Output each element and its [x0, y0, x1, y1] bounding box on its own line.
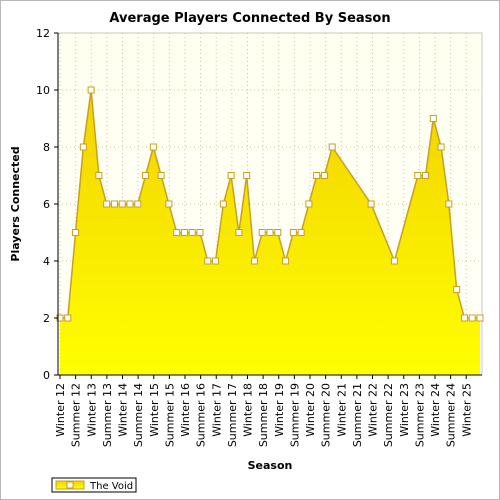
y-tick-label: 2 [43, 312, 50, 325]
data-point-marker [313, 172, 321, 179]
data-point-marker [390, 257, 398, 265]
x-tick-label: Summer 15 [163, 383, 176, 447]
data-point-marker [328, 143, 336, 151]
data-point-marker [149, 143, 157, 151]
chart-title: Average Players Connected By Season [109, 11, 390, 26]
data-point-marker [165, 200, 173, 208]
data-point-marker [227, 172, 235, 179]
data-point-marker [110, 200, 118, 208]
x-tick-label: Winter 17 [210, 383, 223, 437]
data-point-marker [79, 143, 87, 151]
data-point-marker [274, 229, 282, 236]
y-axis-label: Players Connected [9, 146, 22, 261]
data-point-marker [414, 172, 422, 179]
x-tick-label: Summer 13 [101, 383, 114, 447]
x-tick-label: Winter 15 [148, 383, 161, 437]
legend: The Void [51, 477, 137, 493]
x-tick-label: Winter 21 [335, 383, 348, 437]
data-point-marker [87, 86, 95, 94]
data-point-marker [258, 229, 266, 236]
x-tick-label: Summer 17 [226, 383, 239, 447]
x-tick-label: Winter 12 [54, 383, 67, 437]
data-point-marker [64, 314, 72, 322]
data-point-marker [243, 172, 251, 179]
data-point-marker [126, 200, 134, 208]
data-point-marker [282, 257, 290, 265]
x-tick-label: Summer 18 [257, 383, 270, 447]
x-tick-label: Summer 24 [445, 383, 458, 447]
x-tick-label: Summer 20 [320, 383, 333, 447]
data-point-marker [173, 229, 181, 236]
data-point-marker [320, 172, 328, 179]
x-tick-label: Winter 24 [429, 383, 442, 437]
data-point-marker [180, 229, 188, 236]
y-tick-label: 0 [43, 369, 50, 382]
x-tick-label: Winter 13 [85, 383, 98, 437]
data-point-marker [367, 200, 375, 208]
data-point-marker [468, 314, 476, 322]
x-tick-label: Summer 16 [195, 383, 208, 447]
y-axis-ticks: 0 2 4 6 8 10 12 [36, 27, 58, 382]
data-point-marker [72, 229, 80, 236]
x-tick-label: Winter 18 [242, 383, 255, 437]
data-point-marker [250, 257, 258, 265]
data-point-marker [118, 200, 126, 208]
x-tick-label: Winter 19 [273, 383, 286, 437]
data-point-marker [235, 229, 243, 236]
data-point-marker [134, 200, 142, 208]
x-tick-label: Summer 21 [351, 383, 364, 447]
data-point-marker [157, 172, 165, 179]
data-point-marker [422, 172, 430, 179]
legend-marker-icon [66, 481, 74, 489]
data-point-marker [204, 257, 212, 265]
data-point-marker [445, 200, 453, 208]
x-tick-label: Winter 23 [398, 383, 411, 437]
data-point-marker [196, 229, 204, 236]
x-tick-label: Winter 14 [117, 383, 130, 437]
x-tick-label: Winter 16 [179, 383, 192, 437]
y-tick-label: 8 [43, 141, 50, 154]
x-tick-label: Summer 14 [132, 383, 145, 447]
series-markers [56, 86, 484, 322]
x-tick-label: Winter 25 [460, 383, 473, 437]
data-point-marker [476, 314, 484, 322]
data-point-marker [429, 115, 437, 122]
legend-label: The Void [89, 481, 133, 492]
x-tick-label: Summer 23 [413, 383, 426, 447]
data-point-marker [289, 229, 297, 236]
data-point-marker [297, 229, 305, 236]
y-tick-label: 6 [43, 198, 50, 211]
y-tick-label: 10 [36, 84, 50, 97]
data-point-marker [219, 200, 227, 208]
data-point-marker [460, 314, 468, 322]
x-axis-ticks: Winter 12 Summer 12 Winter 13 Summer 13 Wint… [54, 375, 473, 447]
x-tick-label: Winter 20 [304, 383, 317, 437]
data-point-marker [95, 172, 103, 179]
x-tick-label: Summer 12 [70, 383, 83, 447]
x-tick-label: Summer 22 [382, 383, 395, 447]
data-point-marker [266, 229, 274, 236]
data-point-marker [188, 229, 196, 236]
y-tick-label: 4 [43, 255, 50, 268]
data-point-marker [453, 286, 461, 293]
x-axis-label: Season [248, 459, 293, 472]
x-tick-label: Summer 19 [288, 383, 301, 447]
data-point-marker [437, 143, 445, 151]
data-point-marker [142, 172, 150, 179]
data-point-marker [212, 257, 220, 265]
x-tick-label: Winter 22 [367, 383, 380, 437]
data-point-marker [305, 200, 313, 208]
y-tick-label: 12 [36, 27, 50, 40]
data-point-marker [103, 200, 111, 208]
